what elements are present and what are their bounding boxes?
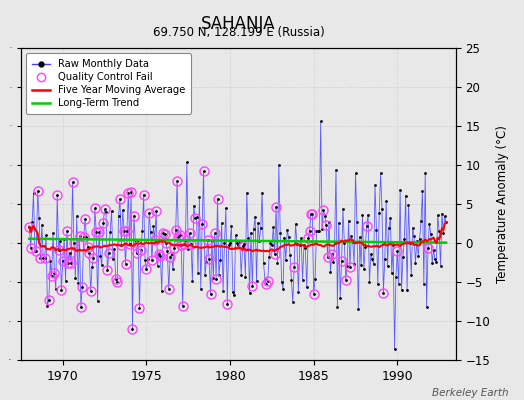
Y-axis label: Temperature Anomaly (°C): Temperature Anomaly (°C) (496, 125, 509, 283)
Text: 69.750 N, 128.199 E (Russia): 69.750 N, 128.199 E (Russia) (152, 26, 324, 39)
Legend: Raw Monthly Data, Quality Control Fail, Five Year Moving Average, Long-Term Tren: Raw Monthly Data, Quality Control Fail, … (26, 53, 191, 114)
Title: SAHANJA: SAHANJA (201, 14, 276, 32)
Text: Berkeley Earth: Berkeley Earth (432, 388, 508, 398)
